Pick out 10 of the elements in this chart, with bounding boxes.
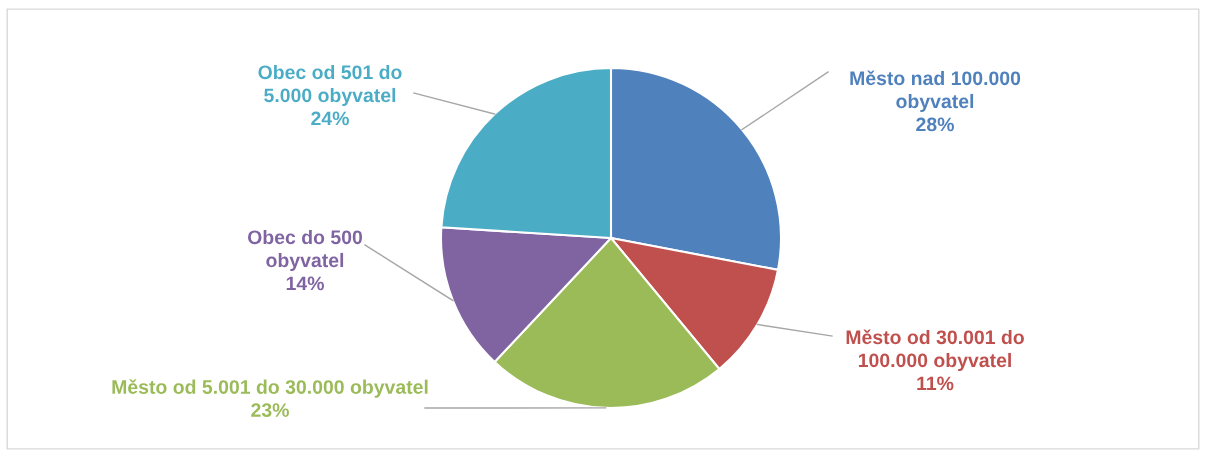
data-label: 11% [917, 376, 954, 391]
data-label: 23% [251, 403, 289, 417]
slice-label: Město od 5.001 do 30.000 obyvatel [112, 379, 428, 398]
slice-label: Obec do 500 obyvatel [247, 229, 363, 272]
data-label: 14% [286, 276, 324, 291]
slice-label: Město od 30.001 do 100.000 obyvatel [846, 329, 1024, 372]
slice-label: Obec od 501 do 5.000 obyvatel [258, 64, 402, 107]
slice-label: Město nad 100.000 obyvatel [850, 70, 1021, 113]
data-label: 28% [916, 117, 954, 132]
data-label: 24% [311, 111, 349, 126]
